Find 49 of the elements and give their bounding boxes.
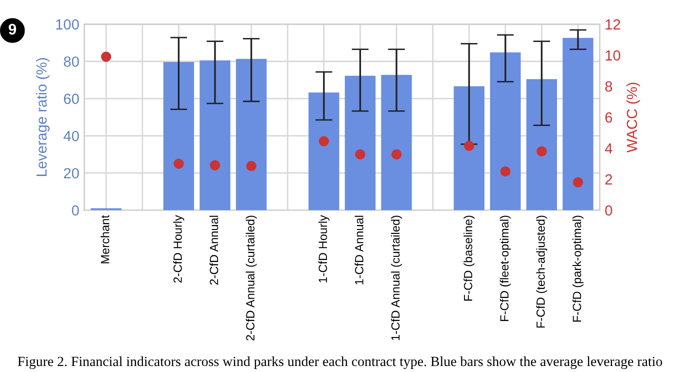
- point: [174, 158, 184, 169]
- y-tick-label: 60: [64, 94, 79, 104]
- y2-tick-label: 4: [604, 143, 612, 154]
- y-tick-label: 80: [64, 56, 79, 67]
- caption: Figure 2. Financial indicators across wind parks under each contract type. Blue bars show the average leverage ratio: [18, 356, 662, 370]
- bar: [381, 74, 412, 210]
- y2-tick-label: 10: [606, 50, 620, 61]
- y-tick-label: 40: [64, 130, 79, 142]
- y-tick-label: 20: [64, 168, 79, 178]
- y-tick-label: 100: [56, 19, 79, 30]
- point: [391, 149, 402, 160]
- point: [210, 160, 220, 170]
- bar: [526, 79, 558, 210]
- point: [536, 146, 547, 156]
- x-tick-label: F-CfD (tech-adjusted): [536, 216, 548, 328]
- bar: [163, 62, 194, 210]
- bar: [562, 38, 594, 210]
- y-tick-label: 0: [72, 205, 79, 216]
- y-axis-title: Leverage ratio (%): [36, 58, 50, 176]
- x-tick-label: F-CfD (fleet-optimal): [500, 216, 511, 321]
- point: [500, 166, 510, 177]
- point: [572, 177, 584, 188]
- bar: [200, 60, 230, 210]
- point: [101, 52, 112, 62]
- y2-tick-label: 12: [606, 19, 620, 30]
- x-tick-label: F-CfD (baseline): [464, 216, 475, 301]
- x-tick-label: 2-CfD Annual: [209, 216, 218, 285]
- y2-tick-label: 6: [605, 112, 612, 123]
- x-tick-label: 1-CfD Hourly: [318, 215, 330, 282]
- x-tick-label: Merchant: [100, 215, 110, 264]
- bar: [490, 52, 521, 210]
- x-tick-label: 1-CfD Annual (curtailed): [390, 216, 402, 340]
- y2-tick-label: 8: [605, 81, 612, 92]
- bar: [454, 86, 484, 210]
- x-tick-label: F-CfD (park-optimal): [572, 216, 584, 322]
- x-tick-label: 2-CfD Hourly: [173, 215, 184, 283]
- point: [464, 140, 474, 151]
- text: 9: [8, 24, 16, 35]
- bar: [308, 92, 340, 210]
- x-tick-label: 1-CfD Annual: [354, 216, 364, 284]
- bar: [236, 58, 267, 210]
- point: [355, 149, 366, 160]
- x-tick-label: 2-CfD Annual (curtailed): [246, 216, 257, 340]
- y2-axis-title: WACC (%): [626, 82, 640, 152]
- point: [318, 136, 329, 146]
- y2-tick-label: 2: [605, 174, 612, 184]
- point: [246, 160, 256, 172]
- bar: [344, 76, 376, 210]
- y2-tick-label: 0: [605, 205, 612, 216]
